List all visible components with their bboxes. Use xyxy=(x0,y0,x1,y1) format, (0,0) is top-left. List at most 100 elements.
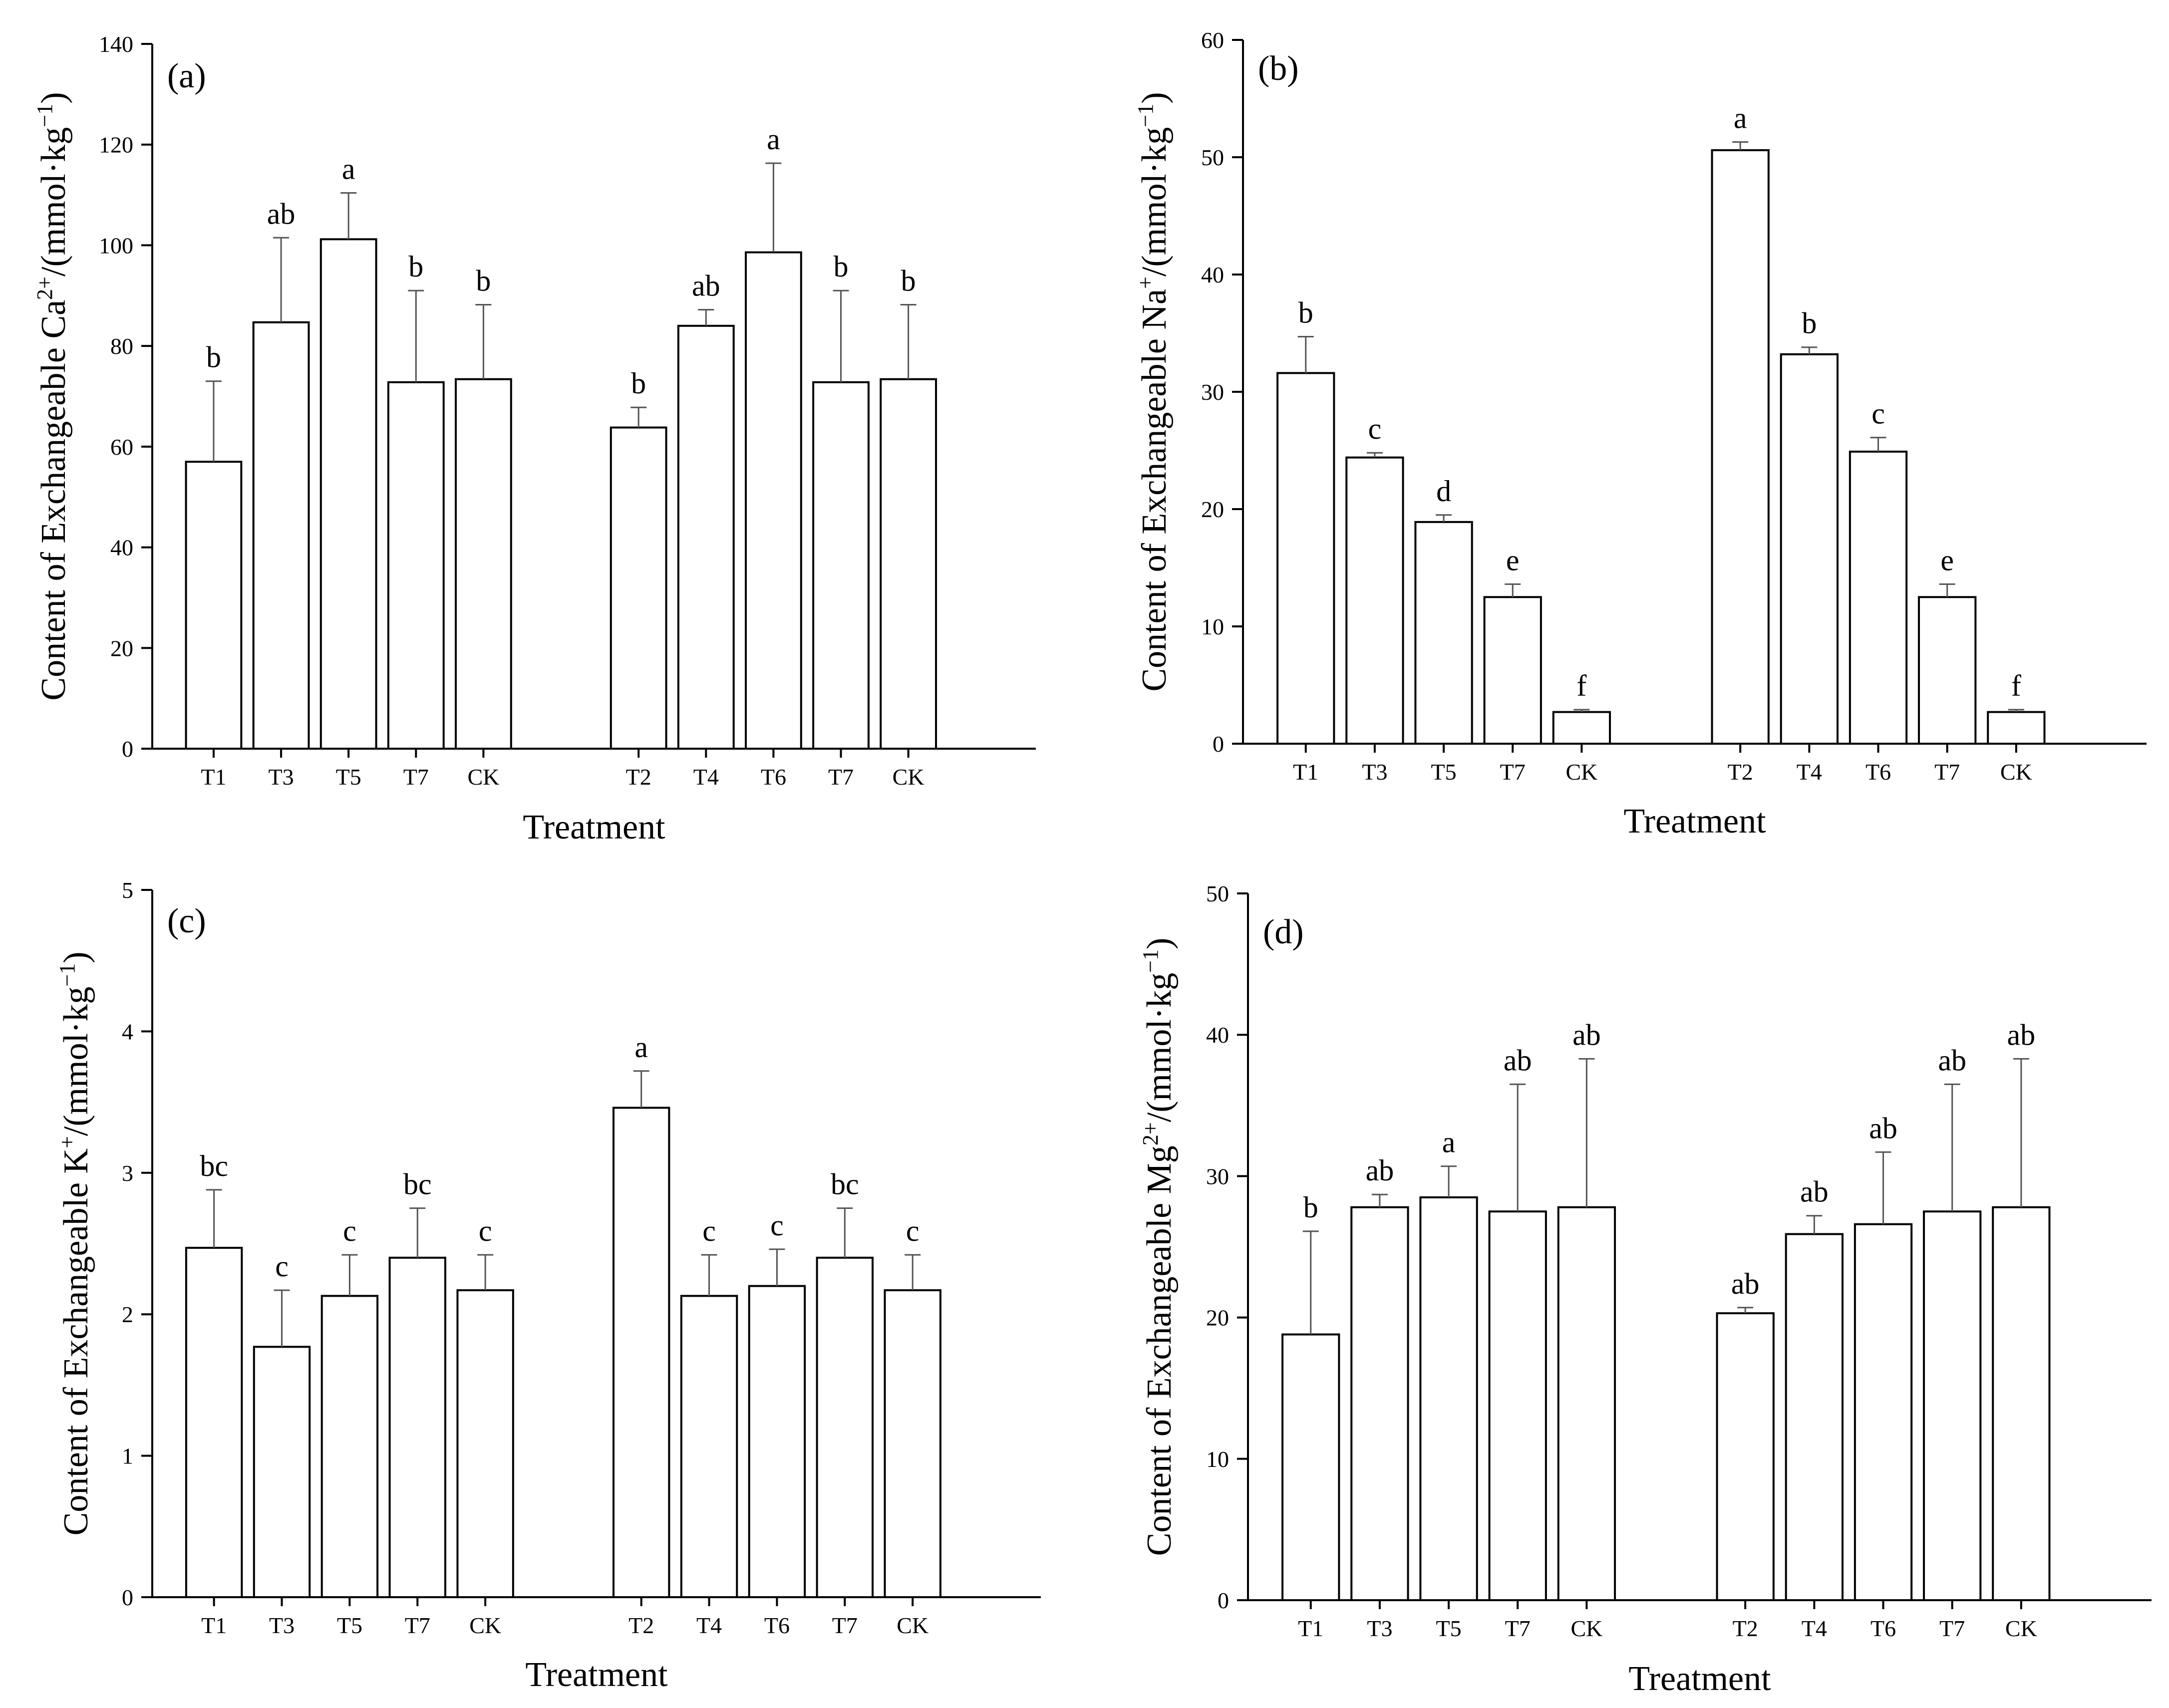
y-axis-title-part: ) xyxy=(57,952,95,963)
x-tick-label: T6 xyxy=(761,764,786,790)
y-tick-label: 0 xyxy=(122,736,133,762)
x-tick-label: T7 xyxy=(405,1613,430,1638)
bar xyxy=(1987,711,2046,745)
x-tick-label: T5 xyxy=(1436,1616,1462,1641)
chart-panel-2: 0 10 20 30 40 50 60 b T1 c T3 d T5 e T7 f CK a T2 b T4 c T6 e T7… xyxy=(1133,27,2147,841)
bar xyxy=(1716,1312,1775,1601)
y-axis-title-superscript: −1 xyxy=(55,963,79,987)
significance-letter: ab xyxy=(1731,1267,1760,1300)
x-tick-label: T3 xyxy=(269,764,294,790)
x-tick-label: T1 xyxy=(1298,1616,1323,1641)
panel-label: (a) xyxy=(167,57,206,95)
y-tick-label: 60 xyxy=(110,434,133,460)
x-tick-label: CK xyxy=(469,1613,501,1638)
y-tick-label: 0 xyxy=(1213,731,1224,757)
y-axis-title: Content of Exchangeable Ca2+/(mmol·kg−1) xyxy=(32,92,73,700)
significance-letter: a xyxy=(1734,101,1747,134)
panel-label: (c) xyxy=(167,902,206,940)
bar xyxy=(1483,596,1542,745)
significance-letter: c xyxy=(702,1214,716,1247)
bar xyxy=(1854,1223,1913,1601)
bar xyxy=(1711,149,1770,745)
significance-letter: a xyxy=(342,153,355,186)
bar xyxy=(880,378,937,750)
y-axis-title-part: Content of Exchangeable Ca xyxy=(34,300,73,701)
bar xyxy=(612,1107,670,1599)
y-tick-label: 40 xyxy=(110,535,133,561)
y-axis-title-part: Content of Exchangeable K xyxy=(57,1148,95,1536)
bar xyxy=(252,321,310,750)
panel-label: (b) xyxy=(1258,49,1299,88)
y-tick-label: 50 xyxy=(1201,145,1224,170)
y-axis-title: Content of Exchangeable Na+/(mmol·kg−1) xyxy=(1133,92,1174,691)
significance-letter: b xyxy=(1303,1191,1318,1224)
bar xyxy=(1918,596,1977,745)
x-tick-label: T6 xyxy=(1865,759,1891,785)
y-tick-label: 20 xyxy=(1201,497,1224,522)
x-tick-label: T1 xyxy=(201,764,226,790)
x-axis-title: Treatment xyxy=(523,808,665,847)
significance-letter: a xyxy=(767,123,780,156)
y-tick-label: 50 xyxy=(1206,881,1229,906)
bar xyxy=(1923,1210,1982,1601)
significance-letter: b xyxy=(631,367,646,400)
significance-letter: ab xyxy=(1869,1112,1897,1144)
bar xyxy=(185,1247,243,1598)
significance-letter: ab xyxy=(692,270,720,302)
y-axis-title-part: /(mmol·kg xyxy=(34,127,73,277)
y-axis-title-part: /(mmol·kg xyxy=(1135,127,1174,277)
x-tick-label: T4 xyxy=(1802,1616,1827,1641)
bar xyxy=(884,1289,941,1598)
panel-label: (d) xyxy=(1263,913,1304,951)
significance-letter: a xyxy=(1442,1126,1456,1159)
bar xyxy=(1849,450,1908,745)
x-tick-label: T2 xyxy=(1728,759,1753,785)
bar xyxy=(816,1256,874,1599)
x-axis-title: Treatment xyxy=(1623,802,1766,841)
bar xyxy=(455,378,512,750)
panels: 020406080100120140bT1abT3aT5bT7bCKbT2abT… xyxy=(32,27,2152,1698)
significance-letter: c xyxy=(906,1214,920,1247)
x-tick-label: CK xyxy=(893,764,925,790)
significance-letter: c xyxy=(1871,397,1885,430)
significance-letter: d xyxy=(1436,475,1451,508)
bar xyxy=(748,1285,806,1598)
x-tick-label: T5 xyxy=(1431,759,1457,785)
significance-letter: bc xyxy=(831,1168,859,1201)
x-tick-label: T7 xyxy=(1505,1616,1531,1641)
y-tick-label: 1 xyxy=(122,1443,133,1469)
significance-letter: ab xyxy=(1366,1154,1394,1187)
y-tick-label: 40 xyxy=(1201,262,1224,287)
significance-letter: bc xyxy=(200,1149,228,1182)
y-tick-label: 4 xyxy=(122,1019,133,1044)
significance-letter: c xyxy=(770,1209,784,1242)
y-axis-title: Content of Exchangeable K+/(mmol·kg−1) xyxy=(55,952,95,1536)
x-tick-label: T3 xyxy=(1367,1616,1392,1641)
x-tick-label: T1 xyxy=(1293,759,1318,785)
bar xyxy=(253,1346,311,1599)
y-axis-title-part: Content of Exchangeable Na xyxy=(1135,289,1174,692)
y-axis-title-superscript: −1 xyxy=(1133,104,1158,127)
x-tick-label: T2 xyxy=(628,1613,654,1638)
y-axis-title-superscript: 2+ xyxy=(32,277,57,300)
y-tick-label: 5 xyxy=(122,877,133,903)
x-tick-label: T7 xyxy=(1939,1616,1965,1641)
bar xyxy=(320,1295,379,1598)
bar xyxy=(1552,711,1611,745)
significance-letter: c xyxy=(479,1214,492,1247)
x-tick-label: T6 xyxy=(1870,1616,1896,1641)
x-tick-label: CK xyxy=(2000,759,2032,785)
significance-letter: e xyxy=(1506,544,1520,576)
x-tick-label: T5 xyxy=(337,1613,362,1638)
significance-letter: ab xyxy=(267,197,296,230)
bar xyxy=(388,1256,446,1599)
y-axis-title-part: ) xyxy=(34,92,73,103)
x-tick-label: T3 xyxy=(1362,759,1387,785)
significance-letter: f xyxy=(1576,669,1586,702)
y-axis-title: Content of Exchangeable Mg2+/(mmol·kg−1) xyxy=(1138,938,1179,1556)
x-tick-label: T2 xyxy=(1733,1616,1758,1641)
bar xyxy=(677,324,735,750)
significance-letter: f xyxy=(2011,669,2021,702)
bar xyxy=(1488,1210,1547,1601)
